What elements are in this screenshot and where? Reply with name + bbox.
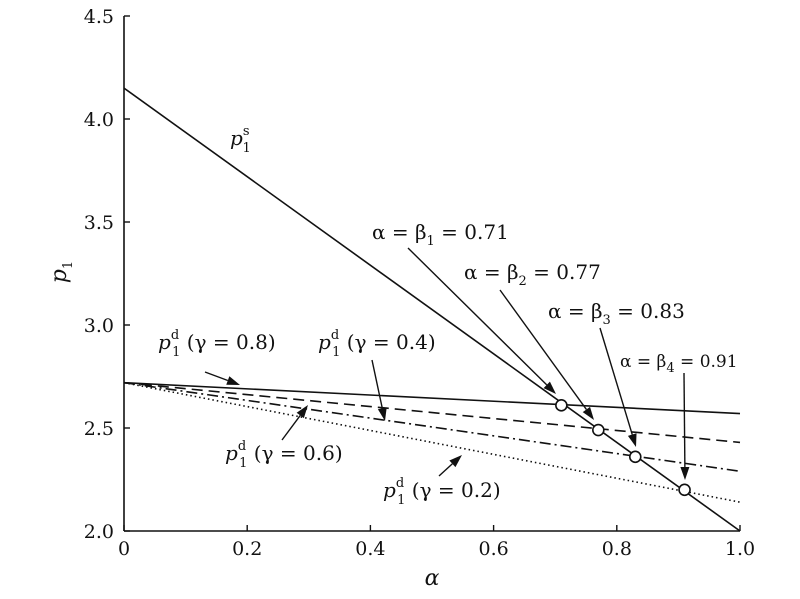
arrow-beta-2 (499, 289, 594, 420)
annotation-gamma-02: pd 1 (γ = 0.2) (383, 476, 501, 508)
x-tick-label: 0.8 (602, 538, 632, 560)
x-axis-label: α (425, 566, 440, 591)
annotation-gamma-04: pd 1 (γ = 0.4) (318, 328, 436, 360)
ticks: 0 0.2 0.4 0.6 0.8 1.0 2.0 2.5 3.0 3.5 4.0 4.5 (84, 6, 755, 560)
annotation-gamma-06: pd 1 (γ = 0.6) (225, 439, 343, 471)
annotation-beta-1: α = β1 = 0.71 (372, 220, 509, 249)
intersection-marker (678, 483, 691, 497)
annotation-ps: ps 1 (230, 124, 251, 156)
annotation-beta-4: α = β4 = 0.91 (620, 352, 738, 376)
x-tick-label: 0.4 (355, 538, 385, 560)
intersection-marker (628, 450, 642, 464)
x-tick-label: 0.6 (478, 538, 508, 560)
annotations: ps 1 pd 1 (γ = 0.8) pd 1 (γ = 0.4) pd 1 (γ =… (158, 124, 738, 508)
arrow-gamma-08 (204, 371, 240, 385)
arrow-gamma-04 (371, 359, 387, 421)
y-tick-label: 2.0 (84, 521, 114, 543)
intersection-markers (555, 399, 691, 497)
annotation-beta-3: α = β3 = 0.83 (548, 299, 685, 328)
y-tick-label: 2.5 (84, 418, 114, 440)
arrow-gamma-02 (438, 455, 462, 477)
x-tick-label: 1.0 (725, 538, 755, 560)
series-line-g04 (123, 381, 741, 473)
x-tick-label: 0.2 (232, 538, 262, 560)
y-tick-label: 3.5 (84, 212, 114, 234)
series-line-g06 (123, 381, 741, 444)
annotation-arrows (204, 247, 690, 480)
annotation-beta-2: α = β2 = 0.77 (464, 260, 601, 289)
y-tick-label: 4.5 (84, 6, 114, 28)
arrow-beta-4 (680, 372, 690, 480)
y-tick-label: 4.0 (84, 109, 114, 131)
axes (123, 16, 740, 532)
x-tick-label: 0 (118, 538, 130, 560)
arrow-beta-3 (599, 327, 637, 447)
series-line-g08 (123, 381, 741, 415)
annotation-gamma-08: pd 1 (γ = 0.8) (158, 328, 276, 360)
intersection-marker (555, 399, 568, 412)
intersection-marker (592, 423, 605, 437)
y-tick-label: 3.0 (84, 315, 114, 337)
arrow-beta-1 (407, 247, 556, 394)
arrow-gamma-06 (281, 405, 308, 441)
series-line-g02 (123, 381, 741, 503)
y-axis-label: p1 (47, 261, 76, 283)
